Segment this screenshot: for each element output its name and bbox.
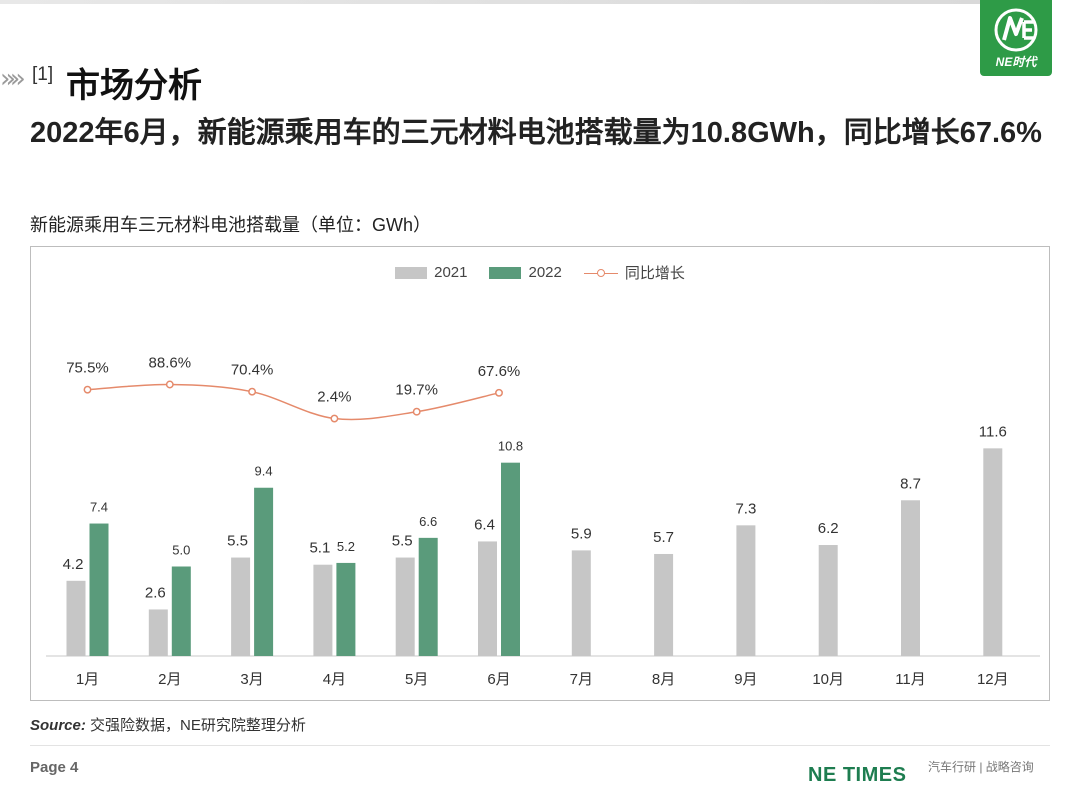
bar-2021 <box>654 553 674 656</box>
yoy-data-label: 75.5% <box>66 360 109 377</box>
bar-2021 <box>901 500 920 656</box>
bar-2022 <box>501 462 520 656</box>
data-label-2022: 6.6 <box>419 514 437 529</box>
data-label-2021: 5.5 <box>392 533 413 550</box>
bar-2021 <box>983 448 1003 656</box>
yoy-data-label: 19.7% <box>395 382 438 399</box>
footer-tagline: 汽车行研 | 战略咨询 <box>928 760 1034 774</box>
bar-2021 <box>66 580 86 656</box>
yoy-point <box>495 388 503 397</box>
x-tick-label: 1月 <box>76 671 99 688</box>
chart-frame <box>30 246 1050 701</box>
legend-label-2021: 2021 <box>434 264 468 281</box>
legend-label-yoy: 同比增长 <box>624 265 685 282</box>
source-label: Source: <box>30 717 86 734</box>
data-label-2021: 8.7 <box>900 475 921 492</box>
x-tick-label: 5月 <box>405 671 428 688</box>
yoy-line <box>87 383 500 421</box>
x-tick-label: 7月 <box>570 671 593 688</box>
data-label-2021: 4.2 <box>63 556 84 573</box>
logo-text: NE时代 <box>995 55 1037 69</box>
bar-2021 <box>395 557 415 656</box>
x-tick-label: 6月 <box>487 671 510 688</box>
data-label-2021: 6.2 <box>818 520 839 537</box>
yoy-data-label: 67.6% <box>478 363 521 380</box>
data-label-2021: 2.6 <box>145 584 166 601</box>
data-label-2021: 5.1 <box>309 540 330 557</box>
source-note: Source: 交强险数据，NE研究院整理分析 <box>30 714 306 735</box>
bar-2022 <box>254 487 274 656</box>
ne-times-logo: NE时代 <box>980 0 1052 76</box>
footer-brand: NE TIMES <box>808 764 907 786</box>
bar-2022 <box>336 562 356 656</box>
section-number: [1] <box>32 64 54 85</box>
section-title: 市场分析 <box>66 67 202 105</box>
data-label-2021: 6.4 <box>474 516 495 533</box>
top-decorative-stripe <box>0 0 980 4</box>
yoy-data-label: 2.4% <box>317 389 351 406</box>
source-text: 交强险数据，NE研究院整理分析 <box>85 717 306 734</box>
legend-item-yoy: 同比增长 <box>583 262 685 283</box>
x-tick-label: 9月 <box>734 671 757 688</box>
x-tick-label: 2月 <box>158 671 181 688</box>
x-tick-label: 3月 <box>240 671 263 688</box>
bar-2021 <box>818 545 838 656</box>
data-label-2021: 5.9 <box>571 525 592 542</box>
x-tick-label: 8月 <box>652 671 675 688</box>
legend-item-2021: 2021 <box>395 262 467 283</box>
data-label-2022: 9.4 <box>255 464 273 479</box>
data-label-2022: 5.0 <box>172 543 190 558</box>
yoy-point <box>330 414 339 423</box>
x-tick-label: 10月 <box>812 671 844 688</box>
data-label-2021: 11.6 <box>979 423 1007 440</box>
data-label-2022: 7.4 <box>90 500 108 515</box>
data-label-2021: 7.3 <box>735 500 756 517</box>
bar-2021 <box>231 557 251 656</box>
bar-2022 <box>171 566 191 656</box>
legend-item-2022: 2022 <box>489 262 562 283</box>
yoy-data-label: 70.4% <box>231 362 274 379</box>
data-label-2022: 5.2 <box>337 539 355 554</box>
data-label-2021: 5.7 <box>653 529 674 546</box>
x-tick-label: 11月 <box>895 671 926 688</box>
data-label-2021: 5.5 <box>227 533 248 550</box>
bar-2021 <box>571 550 591 656</box>
chart-title: 新能源乘用车三元材料电池搭载量（单位：GWh） <box>30 215 431 235</box>
yoy-point <box>248 387 257 396</box>
footer-divider <box>30 745 1050 746</box>
chart-legend: 2021 2022 同比增长 <box>0 262 1080 283</box>
bar-2021 <box>148 609 168 656</box>
yoy-point <box>412 407 421 416</box>
bar-2021 <box>313 564 333 656</box>
yoy-point <box>165 380 174 389</box>
x-tick-label: 12月 <box>977 671 1009 688</box>
bar-2022 <box>89 523 109 656</box>
headline: 2022年6月，新能源乘用车的三元材料电池搭载量为10.8GWh，同比增长67.… <box>30 117 1042 149</box>
bar-2022 <box>418 537 438 656</box>
legend-swatch-2022 <box>489 266 522 279</box>
ne-logo-icon <box>994 8 1038 52</box>
bar-2021 <box>736 525 756 656</box>
bar-2021 <box>478 541 497 656</box>
legend-swatch-yoy <box>583 267 618 279</box>
yoy-data-label: 88.6% <box>149 355 192 372</box>
x-tick-label: 4月 <box>323 671 346 688</box>
legend-label-2022: 2022 <box>528 264 562 281</box>
yoy-point <box>83 385 92 394</box>
page-number: Page 4 <box>30 759 79 776</box>
data-label-2022: 10.8 <box>498 439 523 454</box>
legend-swatch-2021 <box>395 266 428 279</box>
